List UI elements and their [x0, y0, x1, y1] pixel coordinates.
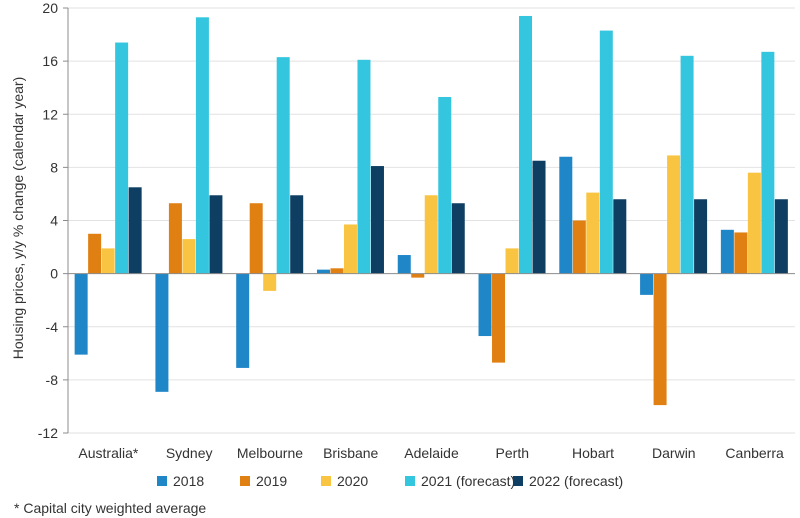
bar [182, 239, 196, 274]
y-tick-label: 8 [50, 159, 58, 175]
bar [236, 273, 250, 368]
bar [694, 199, 708, 274]
legend-swatch [240, 476, 250, 486]
bar [599, 30, 613, 274]
bar [720, 229, 734, 274]
legend-label: 2022 (forecast) [529, 473, 623, 489]
bar [195, 17, 209, 274]
y-tick-label: 4 [50, 213, 58, 229]
x-category-label: Canberra [725, 445, 784, 461]
x-category-label: Australia* [78, 445, 138, 461]
bar [438, 96, 452, 274]
x-category-label: Perth [496, 445, 529, 461]
y-tick-label: 20 [42, 0, 58, 16]
bar [505, 248, 519, 274]
x-category-label: Melbourne [237, 445, 303, 461]
legend-swatch [405, 476, 415, 486]
legend-label: 2018 [173, 473, 204, 489]
bar [330, 268, 344, 274]
bar [115, 42, 129, 274]
bar [88, 233, 102, 274]
bar [276, 57, 290, 274]
bars [74, 15, 788, 406]
bar [357, 59, 371, 274]
legend-swatch [321, 476, 331, 486]
bar [370, 166, 384, 274]
bar [559, 156, 573, 274]
legend-label: 2019 [256, 473, 287, 489]
bar [451, 203, 465, 274]
bar [640, 273, 654, 295]
y-tick-label: 12 [42, 106, 58, 122]
bar [653, 273, 667, 406]
bar [492, 273, 506, 363]
x-category-label: Brisbane [323, 445, 378, 461]
bar [249, 203, 263, 274]
y-axis-ticks: -12 -8 -4 0 4 8 12 16 20 [38, 0, 68, 441]
bar [290, 195, 304, 274]
bar [155, 273, 169, 392]
bar [128, 187, 142, 274]
bar [424, 195, 438, 274]
bar [316, 269, 330, 274]
bar [168, 203, 182, 274]
y-tick-label: -4 [46, 319, 59, 335]
footnote: * Capital city weighted average [14, 500, 206, 516]
bar [74, 273, 88, 355]
bar [734, 232, 748, 274]
bar [774, 199, 788, 274]
y-tick-label: 16 [42, 53, 58, 69]
legend: 2018 2019 2020 2021 (forecast) 2022 (forecas… [157, 473, 623, 489]
legend-swatch [513, 476, 523, 486]
y-tick-label: 0 [50, 266, 58, 282]
y-tick-label: -8 [46, 372, 59, 388]
bar [397, 255, 411, 274]
bar [747, 172, 761, 274]
bar [680, 55, 694, 274]
bar [572, 220, 586, 274]
gridlines [68, 7, 795, 434]
legend-label: 2021 (forecast) [421, 473, 515, 489]
x-category-label: Darwin [652, 445, 696, 461]
bar [519, 15, 533, 274]
bar [263, 273, 277, 291]
bar [101, 248, 115, 274]
bar [209, 195, 223, 274]
bar [667, 155, 681, 274]
x-axis-categories: Australia* Sydney Melbourne Brisbane Adelaid… [78, 445, 784, 461]
y-axis-label: Housing prices, y/y % change (calendar y… [10, 77, 26, 359]
legend-label: 2020 [337, 473, 368, 489]
x-category-label: Sydney [166, 445, 213, 461]
bar [761, 51, 775, 274]
x-category-label: Adelaide [404, 445, 459, 461]
legend-swatch [157, 476, 167, 486]
bar [478, 273, 492, 337]
x-category-label: Hobart [572, 445, 614, 461]
bar [613, 199, 627, 274]
bar [586, 192, 600, 274]
y-tick-label: -12 [38, 425, 58, 441]
bar [532, 160, 546, 274]
bar [343, 224, 357, 274]
bar [411, 273, 425, 278]
